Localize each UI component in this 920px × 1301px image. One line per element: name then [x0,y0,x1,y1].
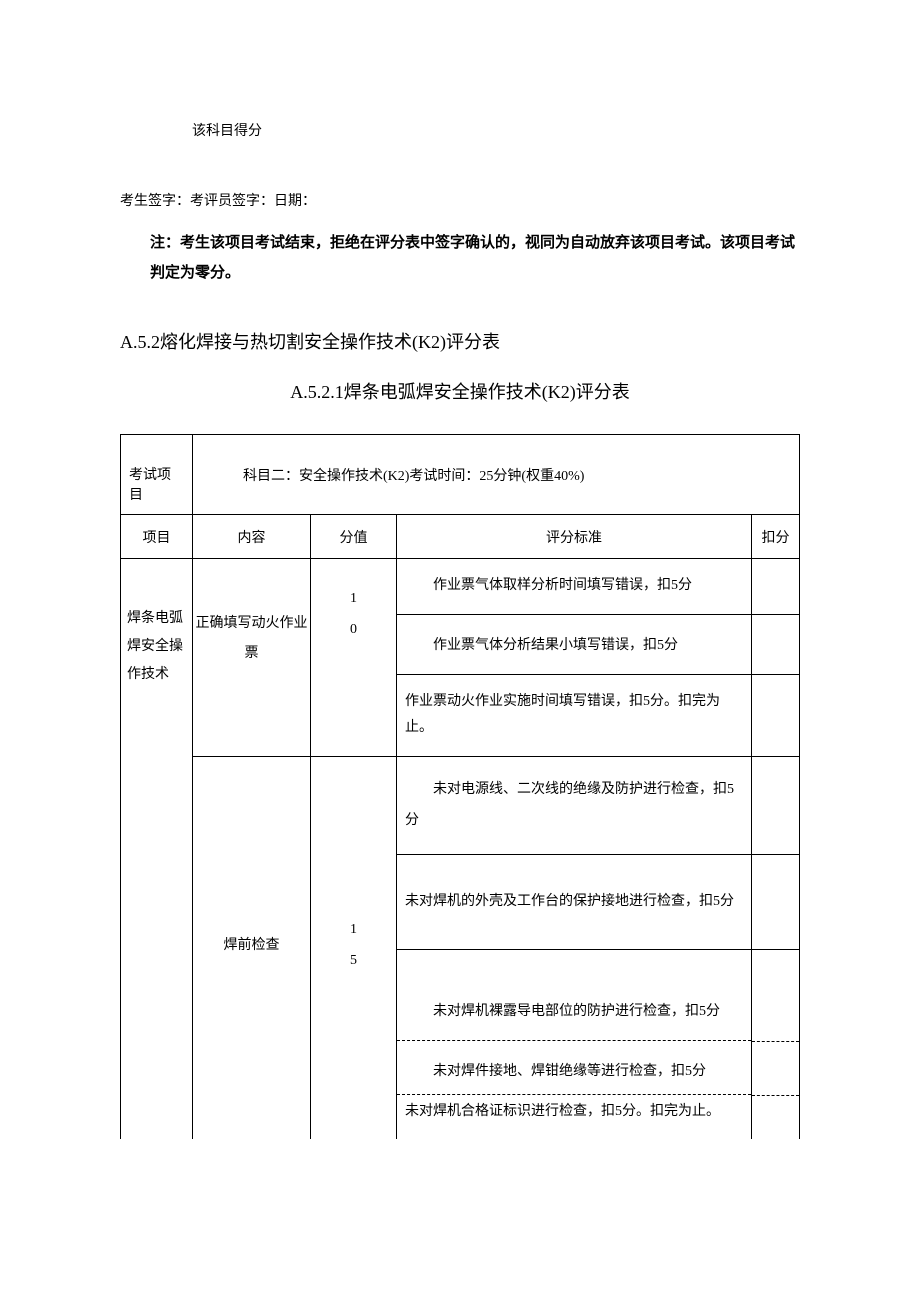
criteria-text: 未对电源线、二次线的绝缘及防护进行检查，扣5分 [405,782,734,828]
section-heading: A.5.2熔化焊接与热切割安全操作技术(K2)评分表 [120,328,800,354]
col-deduct: 扣分 [762,531,790,546]
criteria-text: 未对焊机合格证标识进行检查，扣5分。扣完为止。 [405,1104,720,1119]
document-body: 该科目得分 考生签字：考评员签字：日期： 注：考生该项目考试结束，拒绝在评分表中… [0,0,920,1179]
score-cell: 15 [350,915,357,977]
criteria-text: 作业票气体分析结果小填写错误，扣5分 [405,633,678,660]
criteria-text: 未对焊机的外壳及工作台的保护接地进行检查，扣5分 [405,894,734,909]
col-project: 项目 [143,531,171,546]
table-row: 项目 内容 分值 评分标准 扣分 [121,515,800,559]
col-content: 内容 [238,531,266,546]
project-name: 焊条电弧焊安全操作技术 [127,611,183,682]
exam-project-label: 考试项目 [129,468,171,503]
subsection-heading: A.5.2.1焊条电弧焊安全操作技术(K2)评分表 [120,378,800,404]
criteria-text: 作业票动火作业实施时间填写错误，扣5分。扣完为止。 [405,694,720,736]
criteria-text: 未对焊机裸露导电部位的防护进行检查，扣5分 [405,999,720,1026]
subject-score-label: 该科目得分 [192,120,800,140]
subject-header: 科目二：安全操作技术(K2)考试时间：25分钟(权重40%) [243,469,584,484]
col-criteria: 评分标准 [546,531,602,546]
deduct-inner-table [752,952,799,1138]
table-row: 焊前检查 15 未对电源线、二次线的绝缘及防护进行检查，扣5分 [121,756,800,855]
table-row: 焊条电弧焊安全操作技术 正确填写动火作业票 10 作业票气体取样分析时间填写错误… [121,559,800,615]
score-cell: 10 [350,584,357,646]
table-row: 考试项目 科目二：安全操作技术(K2)考试时间：25分钟(权重40%) [121,435,800,515]
content-cell: 正确填写动火作业票 [193,609,310,671]
criteria-text: 未对焊件接地、焊钳绝缘等进行检查，扣5分 [405,1059,706,1086]
table-row: 作业票动火作业实施时间填写错误，扣5分。扣完为止。 [121,674,800,756]
note-text: 注：考生该项目考试结束，拒绝在评分表中签字确认的，视同为自动放弃该项目考试。该项… [150,228,800,288]
signature-line: 考生签字：考评员签字：日期： [120,190,800,210]
col-score: 分值 [340,531,368,546]
score-table: 考试项目 科目二：安全操作技术(K2)考试时间：25分钟(权重40%) 项目 内… [120,434,800,1139]
criteria-inner-table: 未对焊机裸露导电部位的防护进行检查，扣5分 未对焊件接地、焊钳绝缘等进行检查，扣… [397,950,751,1139]
criteria-text: 作业票气体取样分析时间填写错误，扣5分 [405,573,692,600]
content-cell: 焊前检查 [224,931,280,962]
